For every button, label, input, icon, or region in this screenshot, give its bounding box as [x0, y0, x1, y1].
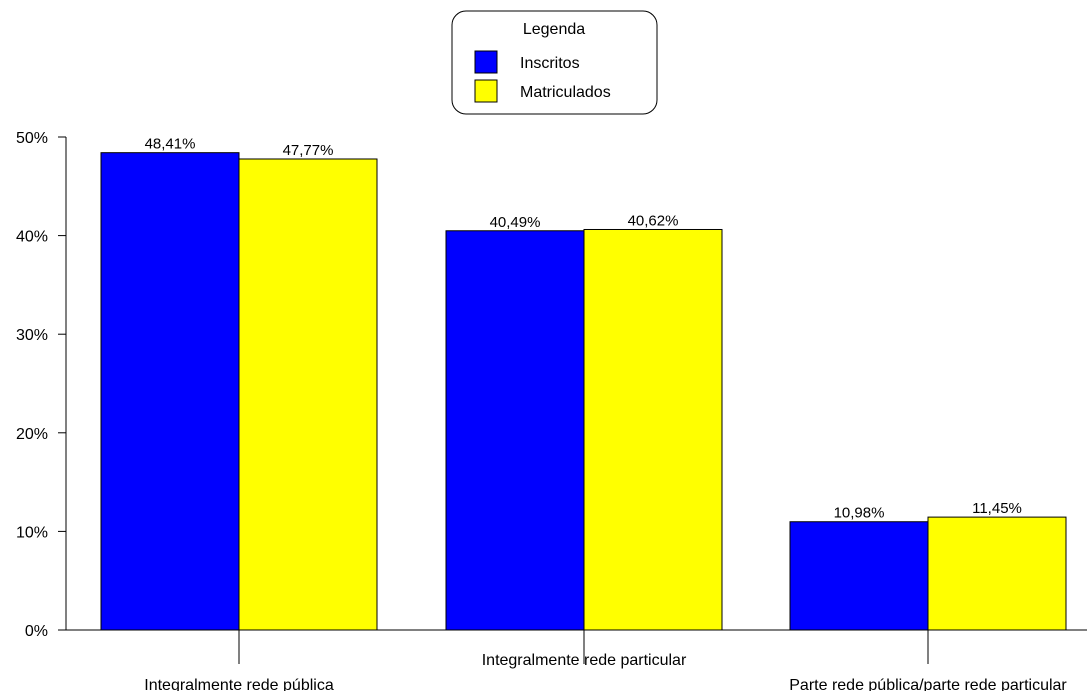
legend-box — [451, 10, 658, 115]
bar-inscritos — [789, 521, 929, 631]
y-tick-label: 30% — [16, 327, 48, 344]
bar-value-label: 40,49% — [490, 214, 541, 231]
bar-value-label: 11,45% — [972, 500, 1022, 517]
y-tick-label: 10% — [16, 524, 48, 541]
category-label: Integralmente rede pública — [144, 677, 334, 691]
bar-value-label: 47,77% — [283, 142, 334, 159]
bar-inscritos — [445, 230, 585, 631]
legend-entry-label: Matriculados — [520, 84, 611, 101]
y-tick-label: 20% — [16, 426, 48, 443]
bars — [100, 152, 1067, 631]
bar-value-label: 48,41% — [145, 136, 196, 153]
legend-title: Legenda — [523, 21, 585, 38]
axes: 0% 10% 20% 30% 40% 50% Integralmente rede públ… — [16, 130, 1087, 691]
y-tick-label: 40% — [16, 229, 48, 246]
legend: Legenda Inscritos Matriculados — [451, 10, 658, 115]
category-label: Integralmente rede particular — [482, 652, 687, 669]
bar-value-label: 40,62% — [628, 212, 679, 229]
legend-swatch — [474, 79, 498, 103]
bar-value-label: 10,98% — [834, 505, 885, 522]
category-label: Parte rede pública/parte rede particular — [789, 677, 1067, 691]
data-labels: 48,41% 40,49% 10,98% 47,77% 40,62% 11,45% — [145, 136, 1022, 522]
y-tick-label: 50% — [16, 130, 48, 147]
bar-matriculados — [238, 158, 378, 631]
y-tick-label: 0% — [25, 623, 48, 640]
bar-matriculados — [927, 516, 1067, 631]
bar-matriculados — [583, 228, 723, 631]
legend-swatch — [474, 50, 498, 74]
legend-entry-label: Inscritos — [520, 55, 580, 72]
bar-inscritos — [100, 152, 240, 631]
